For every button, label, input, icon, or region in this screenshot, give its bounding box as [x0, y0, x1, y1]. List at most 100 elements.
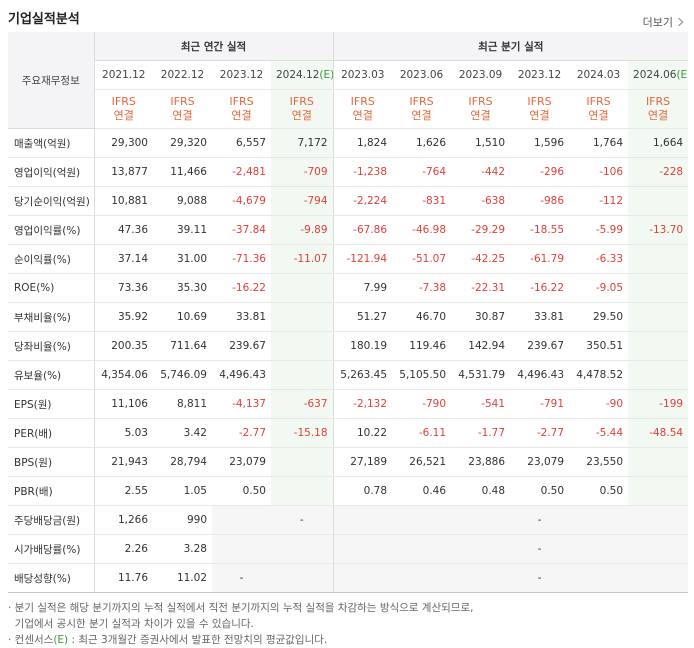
table-cell: -228: [628, 157, 689, 187]
more-label: 더보기: [642, 16, 673, 29]
estimate-mark: (E): [676, 69, 688, 81]
table-cell: 5,105.50: [392, 360, 452, 390]
table-cell: [271, 331, 334, 361]
table-cell: [332, 534, 393, 564]
table-cell: -986: [510, 186, 570, 216]
table-cell: -296: [510, 157, 570, 187]
table-cell: 142.94: [451, 331, 511, 361]
table-cell: 26,521: [392, 447, 452, 477]
table-cell: 0.48: [451, 476, 511, 506]
period-label: 2024.12: [276, 69, 320, 81]
table-cell: -5.44: [569, 418, 629, 448]
table-cell: -2,132: [332, 389, 393, 419]
ifrs-label: IFRS: [350, 95, 375, 108]
table-cell: 73.36: [94, 273, 153, 303]
table-cell: 2.55: [94, 476, 153, 506]
table-cell: 51.27: [332, 302, 393, 332]
table-cell: 27,189: [332, 447, 393, 477]
table-cell: 0.78: [332, 476, 393, 506]
table-cell: 119.46: [392, 331, 452, 361]
table-cell: 33.81: [510, 302, 570, 332]
table-cell: -71.36: [212, 244, 271, 274]
period-label: 2023.03: [341, 69, 385, 81]
table-cell: 2.26: [94, 534, 153, 564]
financial-table: 주요재무정보 최근 연간 실적 최근 분기 실적 2021.12 2022.12 2…: [8, 32, 689, 593]
table-cell: 0.50: [510, 476, 570, 506]
period-header-row: 2021.12 2022.12 2023.12 2024.12(E) 2023.03 20…: [8, 60, 689, 90]
table-cell: -5.99: [569, 215, 629, 245]
period-label: 2021.12: [102, 69, 146, 81]
table-cell: -: [510, 505, 570, 535]
table-cell: 46.70: [392, 302, 452, 332]
period-label: 2022.12: [160, 69, 205, 81]
table-cell: 5,746.09: [153, 360, 212, 390]
table-cell: 9,088: [153, 186, 212, 216]
table-cell: -106: [569, 157, 629, 187]
table-cell: 8,811: [153, 389, 212, 419]
period-header: 2022.12: [153, 60, 212, 90]
table-cell: 0.46: [392, 476, 452, 506]
table-row: PBR(배) 2.55 1.05 0.50 0.78 0.46 0.48 0.50 0.50: [8, 476, 689, 506]
table-cell: [271, 447, 334, 477]
footnote-line: · 컨센서스(E) : 최근 3개월간 증권사에서 발표한 전망치의 평균값입니…: [8, 634, 328, 646]
row-label: 유보율(%): [8, 360, 95, 390]
table-cell: 6,557: [212, 128, 271, 158]
table-cell: -61.79: [510, 244, 570, 274]
table-cell: 10.22: [332, 418, 393, 448]
table-cell: -638: [451, 186, 511, 216]
table-cell: [271, 476, 334, 506]
table-cell: -7.38: [392, 273, 452, 303]
table-body: 매출액(억원) 29,300 29,320 6,557 7,172 1,824 1,626 1…: [8, 128, 689, 593]
annual-group-header: 최근 연간 실적: [94, 32, 334, 61]
row-label: 당기순이익(억원): [8, 186, 95, 216]
table-cell: [271, 563, 334, 593]
table-cell: 28,794: [153, 447, 212, 477]
table-cell: 39.11: [153, 215, 212, 245]
table-cell: [628, 447, 689, 477]
corner-header: 주요재무정보: [8, 32, 95, 129]
table-cell: -2.77: [212, 418, 271, 448]
row-label: PBR(배): [8, 476, 95, 506]
table-cell: [332, 505, 393, 535]
table-row: EPS(원) 11,106 8,811 -4,137 -637 -2,132 -790 -54…: [8, 389, 689, 419]
table-cell: -1.77: [451, 418, 511, 448]
table-cell: -4,679: [212, 186, 271, 216]
table-cell: -51.07: [392, 244, 452, 274]
ifrs-label: IFRS: [645, 95, 671, 108]
row-label: 영업이익(억원): [8, 157, 95, 187]
table-cell: 0.50: [569, 476, 629, 506]
table-row: ROE(%) 73.36 35.30 -16.22 7.99 -7.38 -22.31 -16…: [8, 273, 689, 303]
consolidated-label: 연결: [352, 109, 373, 122]
consolidated-label: 연결: [647, 109, 669, 122]
row-label: 배당성향(%): [8, 563, 95, 593]
table-row: 유보율(%) 4,354.06 5,746.09 4,496.43 5,263.45 5,…: [8, 360, 689, 390]
table-row: 당기순이익(억원) 10,881 9,088 -4,679 -794 -2,224 -831…: [8, 186, 689, 216]
table-cell: -709: [271, 157, 334, 187]
quarterly-group-header: 최근 분기 실적: [332, 32, 689, 61]
table-cell: 10.69: [153, 302, 212, 332]
row-label: ROE(%): [8, 273, 95, 303]
table-cell: 23,886: [451, 447, 511, 477]
table-cell: [569, 563, 629, 593]
accounting-standard-header: IFRS 연결: [94, 89, 153, 129]
period-header: 2023.03: [332, 60, 393, 90]
table-cell: [271, 360, 334, 390]
ifrs-label: IFRS: [229, 95, 254, 108]
accounting-standard-header: IFRS 연결: [510, 89, 570, 129]
table-cell: -199: [628, 389, 689, 419]
period-header: 2024.03: [569, 60, 629, 90]
table-cell: 11,106: [94, 389, 153, 419]
consolidated-label: 연결: [588, 109, 609, 122]
more-link[interactable]: 더보기: [642, 14, 684, 30]
ifrs-label: IFRS: [170, 95, 195, 108]
table-cell: 1.05: [153, 476, 212, 506]
table-cell: 35.92: [94, 302, 153, 332]
table-cell: 13,877: [94, 157, 153, 187]
accounting-standard-header: IFRS 연결: [451, 89, 511, 129]
consolidated-label: 연결: [529, 109, 550, 122]
table-cell: -29.29: [451, 215, 511, 245]
table-cell: 35.30: [153, 273, 212, 303]
table-cell: [569, 505, 629, 535]
table-cell: -16.22: [212, 273, 271, 303]
table-row: 부채비율(%) 35.92 10.69 33.81 51.27 46.70 30.87 33.…: [8, 302, 689, 332]
